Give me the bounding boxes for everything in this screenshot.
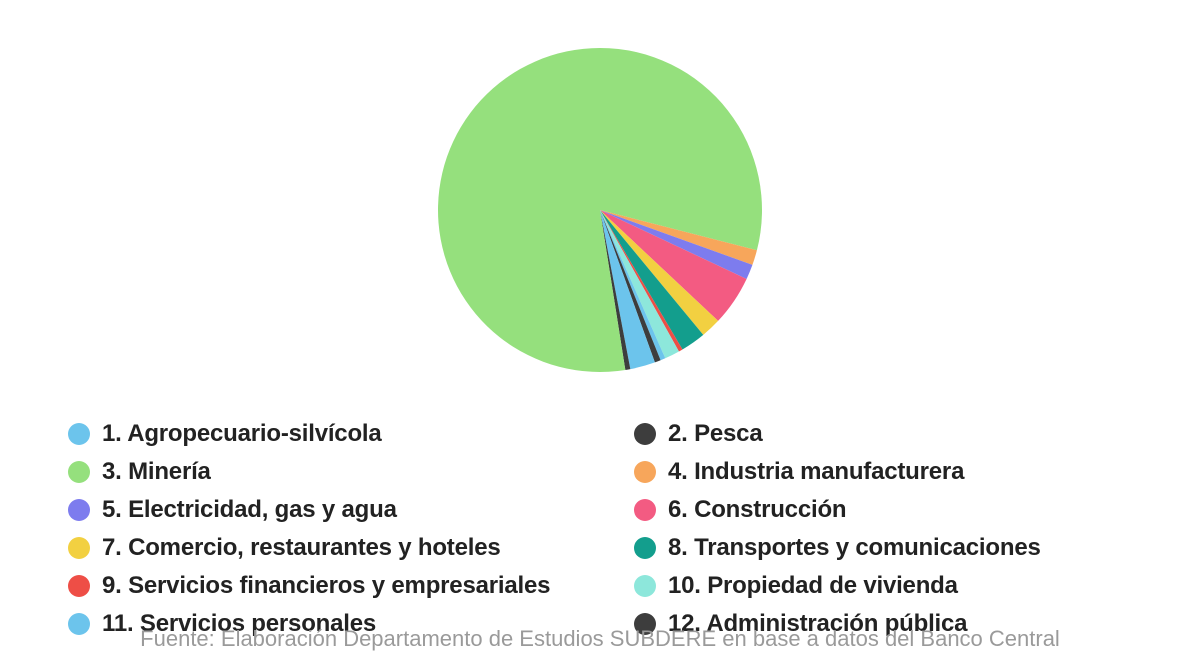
legend-item: 8. Transportes y comunicaciones — [634, 534, 1170, 562]
legend-item: 5. Electricidad, gas y agua — [68, 496, 604, 524]
legend-label: 9. Servicios financieros y empresariales — [102, 572, 550, 600]
legend-item: 2. Pesca — [634, 420, 1170, 448]
pie-slice-mineria_b — [438, 48, 625, 372]
legend-label: 1. Agropecuario-silvícola — [102, 420, 382, 448]
legend-item: 4. Industria manufacturera — [634, 458, 1170, 486]
pie-chart — [438, 48, 762, 372]
legend-swatch — [68, 499, 90, 521]
legend-swatch — [68, 461, 90, 483]
source-text: Fuente: Elaboración Departamento de Estu… — [20, 626, 1180, 652]
chart-area — [0, 0, 1200, 372]
legend-item: 10. Propiedad de vivienda — [634, 572, 1170, 600]
legend-swatch — [634, 537, 656, 559]
legend-label: 8. Transportes y comunicaciones — [668, 534, 1041, 562]
legend-swatch — [634, 499, 656, 521]
legend-item: 7. Comercio, restaurantes y hoteles — [68, 534, 604, 562]
legend-item: 9. Servicios financieros y empresariales — [68, 572, 604, 600]
legend-label: 6. Construcción — [668, 496, 846, 524]
legend-item: 1. Agropecuario-silvícola — [68, 420, 604, 448]
legend-swatch — [634, 423, 656, 445]
legend-label: 4. Industria manufacturera — [668, 458, 964, 486]
legend-label: 3. Minería — [102, 458, 211, 486]
legend-swatch — [634, 575, 656, 597]
legend-swatch — [634, 461, 656, 483]
legend-item: 3. Minería — [68, 458, 604, 486]
legend-swatch — [68, 423, 90, 445]
legend-swatch — [68, 537, 90, 559]
legend-label: 10. Propiedad de vivienda — [668, 572, 958, 600]
legend-item: 6. Construcción — [634, 496, 1170, 524]
legend-swatch — [68, 575, 90, 597]
legend-label: 2. Pesca — [668, 420, 762, 448]
legend: 1. Agropecuario-silvícola 2. Pesca 3. Mine… — [68, 420, 1170, 638]
legend-label: 7. Comercio, restaurantes y hoteles — [102, 534, 501, 562]
legend-label: 5. Electricidad, gas y agua — [102, 496, 397, 524]
